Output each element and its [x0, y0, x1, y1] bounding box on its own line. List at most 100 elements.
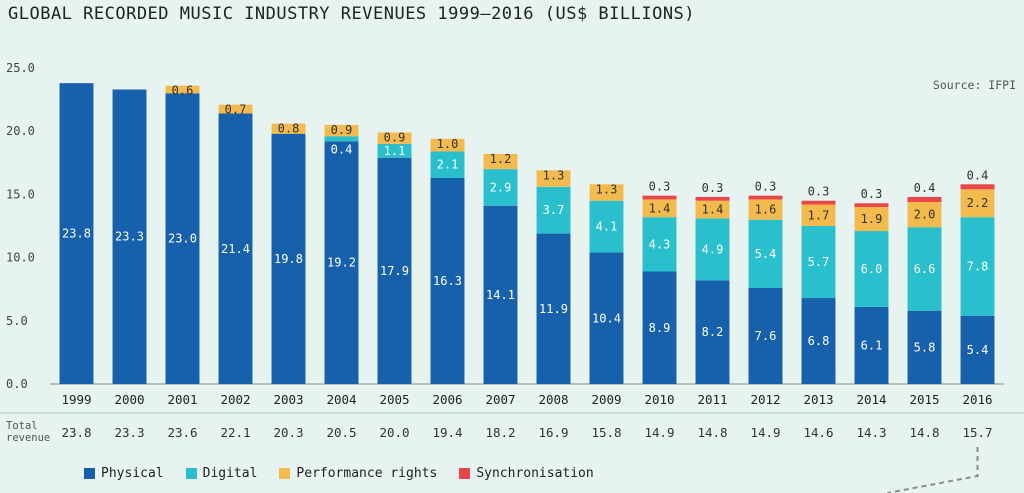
legend-swatch-synchronisation: [459, 468, 471, 479]
bar-segment-performance: [801, 204, 836, 226]
data-label-digital: 6.6: [914, 262, 936, 276]
data-label-performance: 1.0: [437, 137, 459, 151]
x-tick-label: 1999: [61, 392, 91, 407]
total-revenue-value: 14.3: [856, 425, 886, 440]
data-label-digital: 5.7: [808, 255, 830, 269]
data-label-performance: 1.3: [596, 182, 618, 196]
y-tick-label: 25.0: [6, 61, 35, 75]
x-tick-label: 2016: [962, 392, 992, 407]
data-label-performance: 0.9: [331, 123, 353, 137]
bar-segment-physical: [377, 157, 412, 384]
data-label-digital: 4.3: [649, 237, 671, 251]
data-label-physical: 7.6: [755, 329, 777, 343]
legend-swatch-digital: [185, 468, 197, 479]
x-tick-label: 2005: [379, 392, 409, 407]
data-label-physical: 17.9: [380, 264, 409, 278]
data-label-digital: 0.4: [331, 142, 353, 156]
bar-segment-performance: [695, 200, 730, 219]
total-revenue-value: 14.9: [644, 425, 674, 440]
data-label-digital: 4.1: [596, 220, 618, 234]
data-label-performance: 1.2: [490, 152, 512, 166]
bar-segment-performance: [960, 189, 995, 218]
x-tick-label: 2009: [591, 392, 621, 407]
x-tick-label: 2007: [485, 392, 515, 407]
data-label-performance: 0.8: [278, 122, 300, 136]
total-label-line2: revenue: [6, 432, 51, 444]
bar-segment-performance: [218, 104, 253, 114]
data-label-performance: 1.9: [861, 212, 883, 226]
bar-segment-performance: [324, 124, 359, 137]
legend-swatch-performance-rights: [279, 468, 291, 479]
bar-segment-digital: [377, 143, 412, 158]
data-label-performance: 1.3: [543, 168, 565, 182]
bar-segment-performance: [536, 170, 571, 187]
bar-segment-physical: [801, 298, 836, 384]
data-label-performance: 0.7: [225, 103, 247, 117]
bar-segment-sync: [748, 195, 783, 200]
y-tick-label: 10.0: [6, 251, 35, 265]
data-label-performance: 1.4: [649, 201, 671, 215]
data-label-digital: 7.8: [967, 259, 989, 273]
x-tick-label: 2003: [273, 392, 303, 407]
data-label-digital: 2.9: [490, 180, 512, 194]
y-tick-label: 15.0: [6, 187, 35, 201]
bar-segment-performance: [377, 132, 412, 144]
data-label-synchronisation: 0.3: [755, 180, 777, 194]
legend: Physical Digital Performance rights Sync…: [84, 466, 594, 481]
bar-segment-sync: [695, 196, 730, 201]
bar-segment-physical: [854, 306, 889, 384]
bar-segment-physical: [642, 271, 677, 384]
total-revenue-value: 14.9: [750, 425, 780, 440]
data-label-physical: 23.0: [168, 232, 197, 246]
data-label-physical: 19.8: [274, 252, 303, 266]
legend-label-synchronisation: Synchronisation: [476, 466, 594, 481]
bar-segment-digital: [642, 217, 677, 272]
bar-segment-physical: [748, 287, 783, 384]
data-label-synchronisation: 0.4: [967, 168, 989, 182]
bar-segment-digital: [589, 200, 624, 253]
legend-item-synchronisation: Synchronisation: [459, 466, 594, 481]
x-tick-label: 2006: [432, 392, 462, 407]
legend-item-performance-rights: Performance rights: [279, 466, 437, 481]
annotation-leader-line: [887, 447, 979, 493]
data-label-performance: 2.0: [914, 208, 936, 222]
data-label-performance: 1.7: [808, 208, 830, 222]
bar-segment-sync: [907, 196, 942, 202]
bar-segment-physical: [59, 83, 94, 384]
data-label-performance: 0.9: [384, 130, 406, 144]
bar-segment-performance: [589, 184, 624, 201]
data-label-synchronisation: 0.3: [808, 185, 830, 199]
data-label-performance: 2.2: [967, 196, 989, 210]
bar-segment-physical: [536, 233, 571, 384]
data-label-physical: 5.8: [914, 340, 936, 354]
total-label-line1: Total: [6, 420, 38, 432]
data-label-performance: 1.4: [702, 203, 724, 217]
x-tick-label: 2010: [644, 392, 674, 407]
data-label-physical: 6.8: [808, 334, 830, 348]
legend-label-physical: Physical: [101, 466, 164, 481]
data-label-performance: 0.6: [172, 84, 194, 98]
total-revenue-value: 20.3: [273, 425, 303, 440]
data-label-physical: 14.1: [486, 288, 515, 302]
bar-segment-sync: [854, 203, 889, 208]
bar-segment-performance: [483, 153, 518, 170]
x-tick-label: 2004: [326, 392, 356, 407]
bar-segment-physical: [271, 133, 306, 384]
total-revenue-value: 23.6: [167, 425, 197, 440]
x-tick-label: 2001: [167, 392, 197, 407]
bar-segment-physical: [324, 141, 359, 384]
legend-item-physical: Physical: [84, 466, 164, 481]
bar-segment-performance: [642, 199, 677, 218]
data-label-physical: 6.1: [861, 338, 883, 352]
total-revenue-value: 14.8: [909, 425, 939, 440]
x-tick-label: 2013: [803, 392, 833, 407]
bar-segment-sync: [801, 200, 836, 205]
legend-swatch-physical: [84, 468, 95, 479]
total-revenue-value: 20.0: [379, 425, 409, 440]
bar-segment-performance: [748, 199, 783, 220]
chart-title: GLOBAL RECORDED MUSIC INDUSTRY REVENUES …: [8, 4, 696, 24]
x-tick-label: 2002: [220, 392, 250, 407]
x-tick-label: 2015: [909, 392, 939, 407]
bar-segment-digital: [907, 227, 942, 311]
bar-segment-physical: [695, 280, 730, 384]
